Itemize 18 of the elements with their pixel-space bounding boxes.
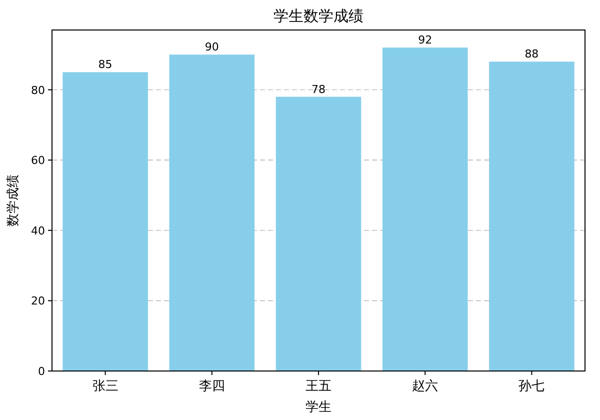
- y-axis-title: 数学成绩: [6, 174, 21, 226]
- chart-title: 学生数学成绩: [274, 7, 364, 25]
- y-tick-label: 40: [31, 224, 45, 238]
- x-tick-label: 孙七: [518, 379, 545, 394]
- x-tick-label: 李四: [198, 379, 225, 394]
- y-tick-label: 20: [31, 294, 45, 308]
- y-tick-label: 80: [31, 84, 45, 97]
- data-label: 85: [98, 58, 112, 72]
- x-axis-title: 学生: [306, 400, 332, 415]
- y-tick-label: 60: [31, 154, 45, 168]
- data-label: 88: [524, 48, 539, 61]
- x-tick-label: 赵六: [412, 379, 438, 394]
- y-tick-label: 0: [38, 365, 45, 378]
- x-tick-label: 张三: [92, 379, 118, 394]
- data-label: 78: [312, 82, 326, 96]
- data-label: 92: [418, 34, 432, 47]
- x-tick-label: 王五: [306, 379, 332, 394]
- data-label: 90: [204, 40, 219, 54]
